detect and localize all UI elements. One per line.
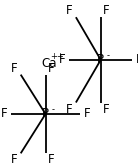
Text: F: F bbox=[103, 4, 110, 17]
Text: F: F bbox=[66, 102, 72, 116]
Text: F: F bbox=[1, 107, 7, 121]
Text: Ca: Ca bbox=[41, 57, 57, 70]
Text: -: - bbox=[52, 105, 55, 114]
Text: F: F bbox=[10, 153, 17, 164]
Text: -: - bbox=[107, 51, 110, 60]
Text: F: F bbox=[59, 53, 65, 66]
Text: F: F bbox=[48, 153, 54, 164]
Text: F: F bbox=[136, 53, 138, 66]
Text: P: P bbox=[42, 107, 49, 121]
Text: F: F bbox=[84, 107, 90, 121]
Text: F: F bbox=[10, 62, 17, 75]
Text: P: P bbox=[97, 53, 104, 66]
Text: F: F bbox=[48, 62, 54, 75]
Text: F: F bbox=[103, 102, 110, 116]
Text: F: F bbox=[66, 4, 72, 17]
Text: ++: ++ bbox=[50, 52, 64, 61]
